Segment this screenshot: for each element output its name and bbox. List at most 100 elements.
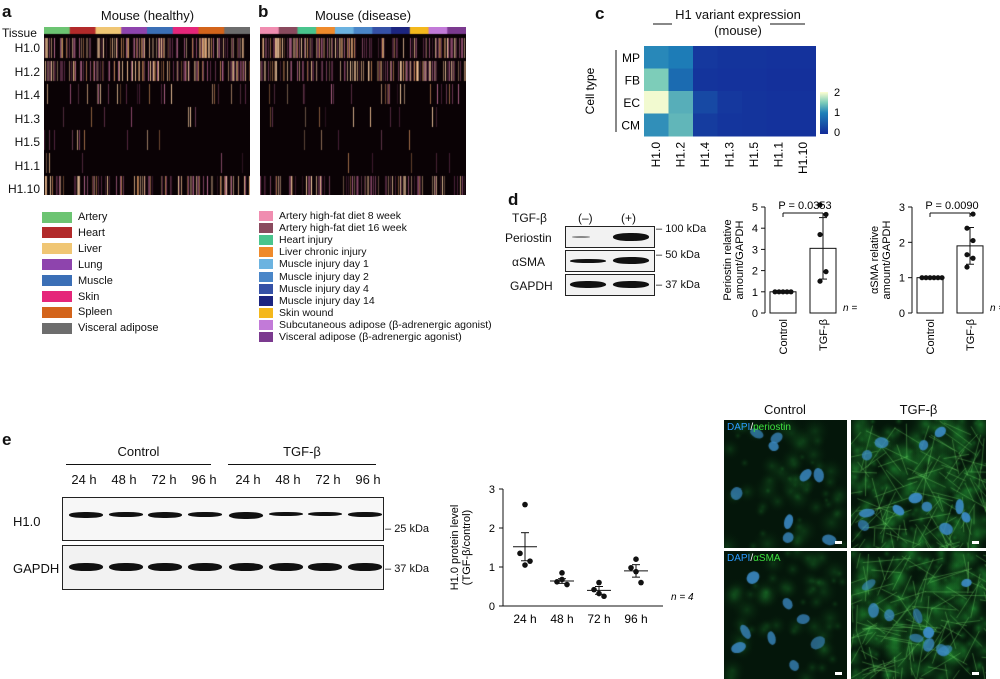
col-label: H1.10 [796,142,810,174]
legend-swatch [42,306,72,318]
band [347,512,382,517]
data-point [527,558,533,564]
data-point [788,289,794,295]
n-label: n = 4 [671,592,694,603]
band [187,563,222,571]
legend-item: Liver chronic injury [259,246,367,258]
scale-bar [972,541,979,544]
y-tick-label: 2 [752,266,758,278]
y-tick-label: 1 [752,287,758,299]
band [148,512,182,518]
band [613,233,649,241]
y-axis-label-2: amount/GAPDH [734,221,746,300]
col-label: H1.3 [723,142,737,168]
time-label: 96 h [355,472,381,487]
data-point [935,275,941,281]
data-point [919,275,925,281]
legend-swatch [259,295,273,306]
micrograph-control-asma [724,551,847,679]
cond-plus: (+) [621,211,636,225]
data-point [633,556,639,562]
data-point [633,568,639,575]
bar [769,291,797,314]
legend-label: Artery high-fat diet 16 week [279,222,407,235]
panel-c-heatmap: MP FB EC CM Cell type H1.0 H1.2 H1.4 H1.3 H1.5 H1.… [583,23,840,174]
y-axis-label: αSMA relative [869,226,881,294]
group-line [228,464,376,465]
heat-cell [693,91,718,114]
time-label: 48 h [111,472,137,487]
heat-cell [717,91,743,114]
heat-cell [742,91,767,114]
x-tick-label: 48 h [550,612,573,626]
legend-item: Muscle [42,275,113,287]
legend-swatch [259,235,273,246]
legend-swatch [259,271,273,282]
legend-swatch [42,275,72,287]
time-label: 24 h [235,472,261,487]
data-point [970,211,976,217]
heat-cell [668,113,694,137]
y-tick-label: 0 [899,308,905,320]
micro-label-periostin: DAPI/periostin [727,422,791,433]
heatmap-a-canvas [44,27,250,195]
band [570,259,606,263]
legend-swatch [259,283,273,294]
legend-swatch [259,259,273,270]
data-point [964,225,970,231]
band [229,563,263,571]
legend-label: Artery high-fat diet 8 week [279,210,401,222]
time-label: 72 h [315,472,341,487]
legend-label: Lung [78,258,103,271]
marker-25: – 25 kDa [385,523,430,535]
data-point [970,237,976,244]
scale-bar [972,672,979,675]
y-tick-label: 1 [489,562,495,574]
n-label: n = 6 [990,303,1000,314]
y-axis-label: H1.0 protein level [449,505,461,591]
y-tick-label: 2 [489,523,495,535]
legend-label: Skin [78,290,100,303]
time-label: 96 h [191,472,217,487]
heatmap-row-label: H1.5 [14,135,40,149]
group-control: Control [117,444,160,459]
data-point [772,289,778,295]
data-point [596,590,602,597]
data-point [591,586,597,593]
data-point [823,211,829,218]
legend-item: Skin wound [259,307,333,319]
legend-swatch [42,291,72,302]
blot-row-gapdh: GAPDH [510,279,553,293]
group-line [66,464,211,465]
scale-bar [835,672,842,675]
data-point [931,275,937,281]
x-tick-label: TGF-β [818,319,830,351]
legend-label: Muscle injury day 1 [279,258,369,271]
time-label: 24 h [71,472,97,487]
legend-label: Spleen [78,306,113,319]
x-tick-label: Control [925,319,937,354]
data-point [776,289,782,295]
bar [916,277,944,314]
legend-swatch [42,211,72,223]
legend-item: Muscle injury day 4 [259,283,369,295]
cond-minus: (–) [578,211,593,225]
band [613,281,649,288]
legend-swatch [259,332,273,342]
legend-label: Muscle injury day 2 [279,270,369,283]
colorbar-tick: 2 [834,87,840,99]
data-point [784,289,790,295]
legend-label: Artery [78,211,108,223]
legend-item: Muscle injury day 14 [259,295,375,307]
band [229,512,263,519]
y-axis-label: Cell type [583,67,597,114]
panel-c-title: H1 variant expression [675,7,801,22]
legend-label: Muscle [78,274,113,287]
legend-item: Artery [42,211,107,223]
y-tick-label: 1 [899,273,905,285]
chart-h10: 0 1 2 3 H1.0 protein level (TGF-β/control) 24 … [449,484,694,626]
blot-gapdh-e [62,545,384,590]
band [148,563,182,571]
band [347,563,382,571]
legend-item: Liver [42,243,102,255]
